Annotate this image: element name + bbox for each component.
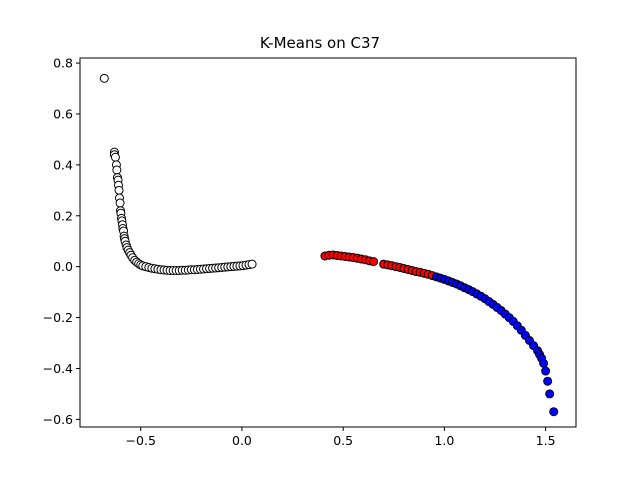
y-tick-label: 0.2 xyxy=(53,208,73,223)
y-tick-label: 0.8 xyxy=(53,56,73,71)
scatter-point xyxy=(115,198,125,208)
scatter-point xyxy=(110,152,120,162)
scatter-point xyxy=(247,259,257,269)
x-tick-label: 1.0 xyxy=(434,433,454,448)
x-tick-label: −0.5 xyxy=(126,433,156,448)
scatter-point xyxy=(545,389,555,399)
scatter-point xyxy=(99,73,109,83)
plot-frame xyxy=(79,57,577,428)
cluster-series xyxy=(431,272,559,417)
scatter-point xyxy=(549,407,559,417)
x-tick-label: 0.5 xyxy=(333,433,353,448)
y-tick-label: 0.6 xyxy=(53,106,73,121)
scatter-point xyxy=(543,376,553,386)
cluster-series xyxy=(99,73,257,275)
scatter-point xyxy=(539,358,549,368)
scatter-point xyxy=(114,185,124,195)
scatter-point xyxy=(541,366,551,376)
scatter-point xyxy=(112,165,122,175)
x-tick-label: 1.5 xyxy=(536,433,556,448)
y-tick-label: 0.0 xyxy=(53,259,73,274)
cluster-series xyxy=(320,250,437,281)
y-tick-label: −0.6 xyxy=(43,412,73,427)
chart-title: K-Means on C37 xyxy=(260,34,380,52)
y-tick-label: −0.4 xyxy=(43,361,73,376)
axis-ticks: −0.5 0.0 0.5 1.0 1.5 −0.6 −0.4 −0.2 0.0 0.2 0.4 0.6… xyxy=(43,56,556,448)
x-tick-label: 0.0 xyxy=(232,433,252,448)
y-tick-label: −0.2 xyxy=(43,310,73,325)
data-points xyxy=(99,73,559,417)
scatter-point xyxy=(369,257,379,267)
y-tick-label: 0.4 xyxy=(53,157,73,172)
